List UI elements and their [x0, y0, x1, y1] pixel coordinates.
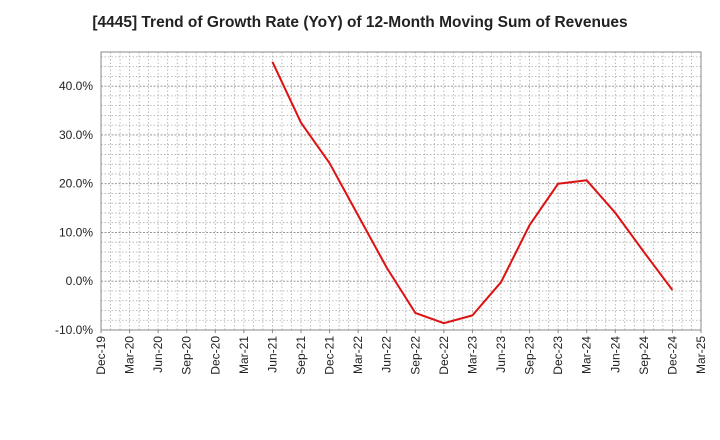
x-tick-label: Sep-23: [523, 336, 537, 375]
x-axis: Dec-19 Mar-20 Jun-20 Sep-20 Dec-20 Mar-21 Jun-…: [94, 330, 708, 375]
x-tick-label: Mar-23: [465, 336, 479, 374]
series-layer: [271, 61, 674, 325]
x-tick-label: Sep-22: [408, 336, 422, 375]
y-tick-label: 0.0%: [66, 274, 94, 288]
x-tick-label: Sep-21: [294, 336, 308, 375]
y-tick-label: 10.0%: [59, 225, 93, 239]
x-tick-label: Mar-20: [123, 336, 137, 374]
x-tick-label: Sep-20: [180, 336, 194, 375]
x-tick-label: Jun-23: [494, 336, 508, 373]
x-tick-label: Sep-24: [637, 336, 651, 375]
y-tick-label: 40.0%: [59, 79, 93, 93]
x-tick-label: Mar-22: [351, 336, 365, 374]
x-tick-label: Dec-24: [665, 336, 679, 375]
x-tick-label: Jun-22: [380, 336, 394, 373]
y-tick-label: 20.0%: [59, 177, 93, 191]
x-tick-label: Jun-20: [151, 336, 165, 373]
x-tick-label: Dec-22: [437, 336, 451, 375]
plot-frame: [100, 51, 702, 331]
x-tick-label: Dec-19: [94, 336, 108, 375]
series-line: [271, 61, 674, 325]
x-tick-label: Mar-24: [580, 336, 594, 374]
y-tick-label: 30.0%: [59, 128, 93, 142]
y-axis: -10.0% 0.0% 10.0% 20.0% 30.0% 40.0%: [55, 79, 93, 337]
x-tick-label: Jun-21: [265, 336, 279, 373]
grid: [100, 52, 702, 331]
y-tick-label: -10.0%: [55, 323, 93, 337]
x-tick-label: Jun-24: [608, 336, 622, 373]
x-tick-label: Dec-21: [323, 336, 337, 375]
chart-title: [4445] Trend of Growth Rate (YoY) of 12-…: [92, 14, 628, 31]
x-tick-label: Mar-25: [694, 336, 708, 374]
x-tick-label: Dec-23: [551, 336, 565, 375]
x-tick-label: Mar-21: [237, 336, 251, 374]
x-tick-label: Dec-20: [208, 336, 222, 375]
